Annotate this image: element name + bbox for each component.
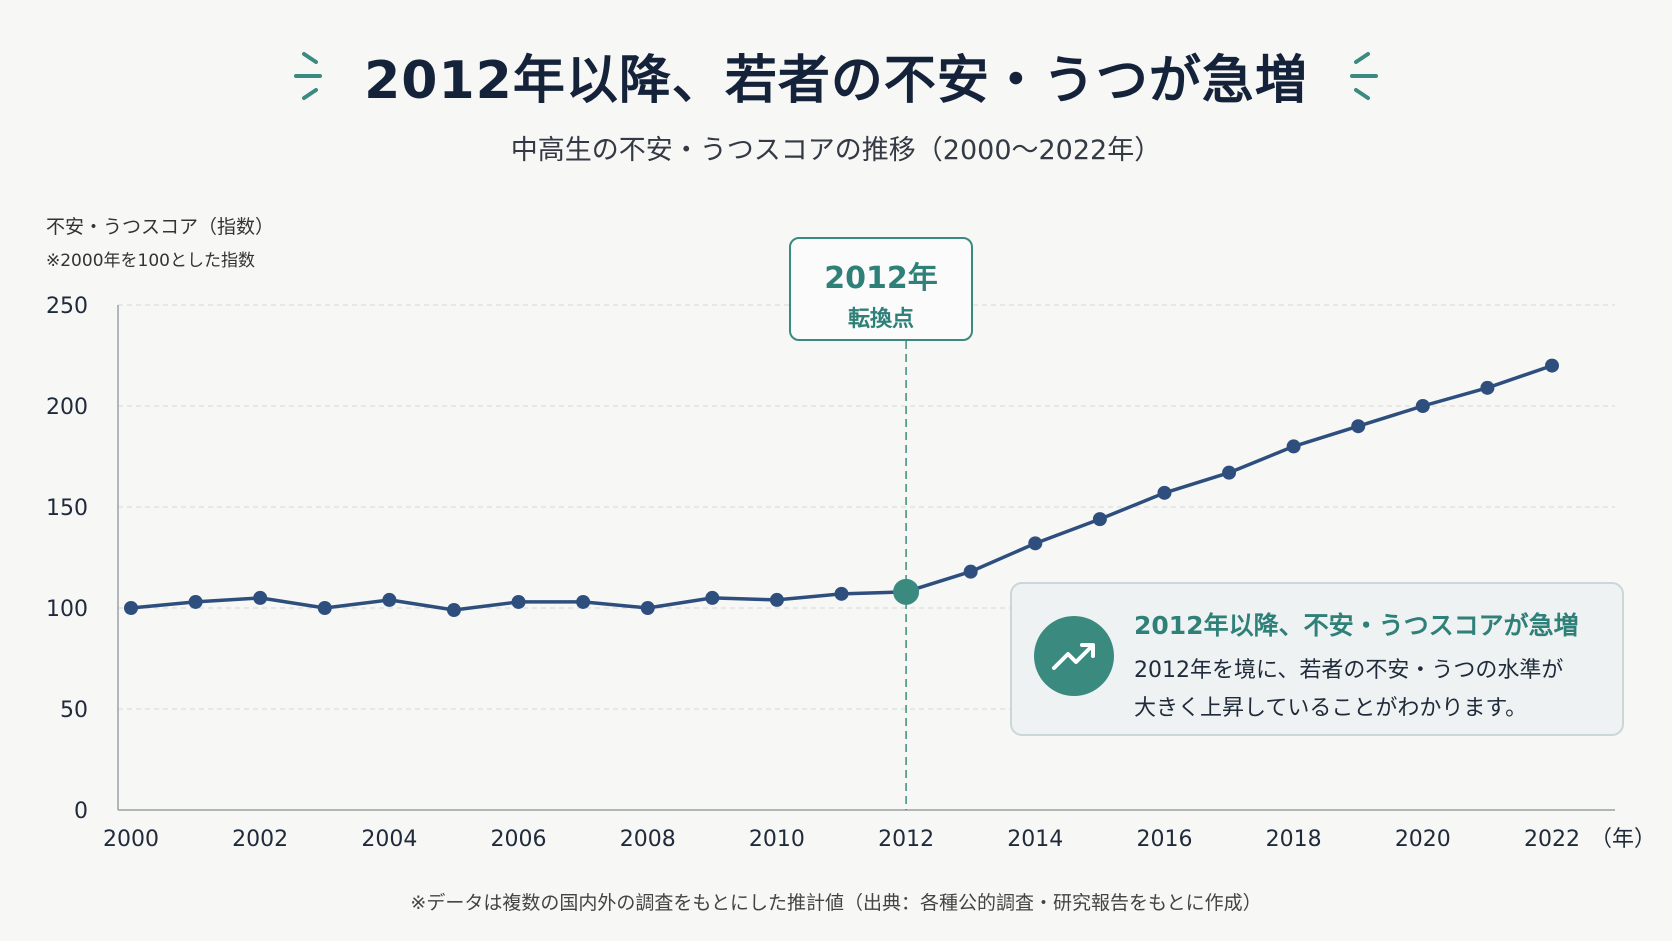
x-tick-label: 2016: [1136, 827, 1192, 852]
x-tick-label: 2018: [1266, 827, 1322, 852]
x-tick-label: 2014: [1007, 827, 1063, 852]
data-point: [253, 590, 268, 605]
page-subtitle: 中高生の不安・うつスコアの推移（2000〜2022年）: [510, 135, 1162, 166]
trend-up-icon: [1034, 616, 1114, 696]
callout-card: 2012年以降、不安・うつスコアが急増 2012年を境に、若者の不安・うつの水準…: [1010, 582, 1624, 736]
x-tick-label: 2006: [491, 827, 547, 852]
data-point: [576, 594, 591, 609]
x-axis-unit: （年）: [1590, 827, 1656, 852]
y-tick-label: 150: [46, 496, 88, 521]
data-point: [382, 592, 397, 607]
data-point: [705, 590, 720, 605]
x-tick-label: 2022: [1524, 827, 1580, 852]
title-row: 2012年以降、若者の不安・うつが急増: [0, 38, 1672, 113]
turning-point-year: 2012年: [824, 261, 938, 296]
accent-spark-left-icon: [294, 51, 323, 100]
data-point: [1222, 465, 1237, 480]
callout-body-line-2: 大きく上昇していることがわかります。: [1134, 696, 1528, 721]
y-tick-label: 100: [46, 597, 88, 622]
data-point: [1028, 536, 1043, 551]
y-tick-label: 250: [46, 294, 88, 319]
data-point: [511, 594, 526, 609]
page-title: 2012年以降、若者の不安・うつが急増: [364, 51, 1308, 111]
data-point: [188, 594, 203, 609]
data-point: [124, 601, 138, 615]
callout-body: 2012年を境に、若者の不安・うつの水準が 大きく上昇していることがわかります。: [1134, 652, 1563, 728]
x-tick-label: 2012: [878, 827, 934, 852]
turning-point-label: 転換点: [847, 307, 914, 332]
y-tick-label: 50: [60, 698, 88, 723]
x-tick-label: 2004: [361, 827, 417, 852]
y-axis-label: 不安・うつスコア（指数）: [46, 216, 275, 238]
data-point: [1480, 380, 1495, 395]
x-tick-label: 2008: [620, 827, 676, 852]
x-tick-label: 2000: [103, 827, 159, 852]
callout-title: 2012年以降、不安・うつスコアが急増: [1134, 611, 1579, 640]
data-point: [446, 603, 461, 618]
data-point: [1157, 485, 1172, 500]
data-point: [1092, 512, 1107, 527]
y-tick-labels: 0 50 100 150 200 250: [46, 294, 88, 824]
data-point: [963, 564, 978, 579]
data-point: [317, 601, 332, 615]
series-line: [130, 363, 1553, 612]
data-point: [1545, 358, 1559, 373]
data-points: [124, 358, 1559, 618]
data-point-highlight: [893, 578, 920, 605]
x-tick-label: 2020: [1395, 827, 1451, 852]
axes: [117, 305, 1615, 811]
data-point: [834, 586, 849, 601]
y-tick-label: 200: [46, 395, 88, 420]
x-tick-label: 2002: [232, 827, 288, 852]
y-axis-note: ※2000年を100とした指数: [46, 251, 255, 271]
data-point: [1286, 439, 1301, 454]
data-point: [769, 592, 784, 607]
y-tick-label: 0: [74, 799, 88, 824]
x-tick-labels: 2000 2002 2004 2006 2008 2010 2012 2014 2016 2018…: [103, 827, 1580, 852]
footnote: ※データは複数の国内外の調査をもとにした推計値（出典：各種公的調査・研究報告をも…: [410, 892, 1262, 914]
data-point: [1351, 419, 1366, 434]
accent-spark-right-icon: [1349, 51, 1378, 100]
turning-point-box: 2012年 転換点: [789, 237, 973, 341]
x-tick-label: 2010: [749, 827, 805, 852]
data-point: [640, 601, 655, 615]
callout-body-line-1: 2012年を境に、若者の不安・うつの水準が: [1134, 658, 1564, 683]
data-point: [1415, 399, 1430, 413]
